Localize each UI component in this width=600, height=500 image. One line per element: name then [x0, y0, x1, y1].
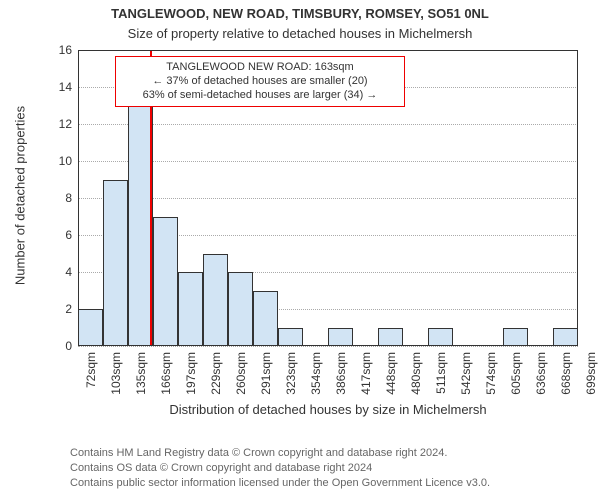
- histogram-bar: [503, 328, 528, 347]
- x-tick-label: 699sqm: [584, 352, 598, 412]
- histogram-bar: [78, 309, 103, 346]
- y-tick-label: 0: [50, 339, 72, 353]
- histogram-bar: [328, 328, 353, 347]
- attribution-footer: Contains HM Land Registry data © Crown c…: [70, 446, 490, 491]
- x-tick-label: 354sqm: [309, 352, 323, 412]
- histogram-bar: [228, 272, 253, 346]
- x-tick-label: 511sqm: [434, 352, 448, 412]
- x-tick-label: 166sqm: [159, 352, 173, 412]
- callout-box: TANGLEWOOD NEW ROAD: 163sqm ← 37% of det…: [115, 56, 405, 107]
- x-tick-label: 197sqm: [184, 352, 198, 412]
- histogram-bar: [553, 328, 578, 347]
- x-tick-label: 668sqm: [559, 352, 573, 412]
- callout-line-1: ← 37% of detached houses are smaller (20…: [120, 75, 400, 89]
- y-tick-label: 2: [50, 302, 72, 316]
- y-tick-label: 10: [50, 154, 72, 168]
- footer-line-2: Contains public sector information licen…: [70, 476, 490, 491]
- plot-frame: [78, 50, 578, 51]
- x-tick-label: 574sqm: [484, 352, 498, 412]
- page-title: TANGLEWOOD, NEW ROAD, TIMSBURY, ROMSEY, …: [0, 6, 600, 21]
- y-tick-label: 6: [50, 228, 72, 242]
- gridline: [78, 161, 578, 163]
- x-tick-label: 448sqm: [384, 352, 398, 412]
- histogram-bar: [203, 254, 228, 347]
- plot-frame: [577, 50, 578, 346]
- x-tick-label: 260sqm: [234, 352, 248, 412]
- callout-line-0: TANGLEWOOD NEW ROAD: 163sqm: [120, 61, 400, 75]
- y-tick-label: 8: [50, 191, 72, 205]
- histogram-bar: [253, 291, 278, 347]
- x-tick-label: 72sqm: [84, 352, 98, 412]
- x-tick-label: 386sqm: [334, 352, 348, 412]
- x-tick-label: 135sqm: [134, 352, 148, 412]
- x-tick-label: 229sqm: [209, 352, 223, 412]
- histogram-bar: [153, 217, 178, 347]
- footer-line-0: Contains HM Land Registry data © Crown c…: [70, 446, 490, 461]
- plot-frame: [78, 50, 79, 346]
- x-tick-label: 636sqm: [534, 352, 548, 412]
- x-tick-label: 417sqm: [359, 352, 373, 412]
- gridline: [78, 346, 578, 348]
- y-tick-label: 14: [50, 80, 72, 94]
- x-tick-label: 542sqm: [459, 352, 473, 412]
- histogram-bar: [103, 180, 128, 347]
- gridline: [78, 124, 578, 126]
- y-tick-label: 12: [50, 117, 72, 131]
- histogram-bar: [428, 328, 453, 347]
- gridline: [78, 198, 578, 200]
- y-tick-label: 4: [50, 265, 72, 279]
- footer-line-1: Contains OS data © Crown copyright and d…: [70, 461, 490, 476]
- histogram-bar: [178, 272, 203, 346]
- histogram-bar: [378, 328, 403, 347]
- x-tick-label: 480sqm: [409, 352, 423, 412]
- plot-frame: [78, 345, 578, 346]
- y-axis-label: Number of detached properties: [13, 96, 28, 296]
- histogram-bar: [278, 328, 303, 347]
- y-tick-label: 16: [50, 43, 72, 57]
- x-tick-label: 605sqm: [509, 352, 523, 412]
- x-tick-label: 323sqm: [284, 352, 298, 412]
- x-axis-label: Distribution of detached houses by size …: [78, 402, 578, 417]
- callout-line-2: 63% of semi-detached houses are larger (…: [120, 89, 400, 103]
- chart-subtitle: Size of property relative to detached ho…: [0, 26, 600, 41]
- x-tick-label: 103sqm: [109, 352, 123, 412]
- x-tick-label: 291sqm: [259, 352, 273, 412]
